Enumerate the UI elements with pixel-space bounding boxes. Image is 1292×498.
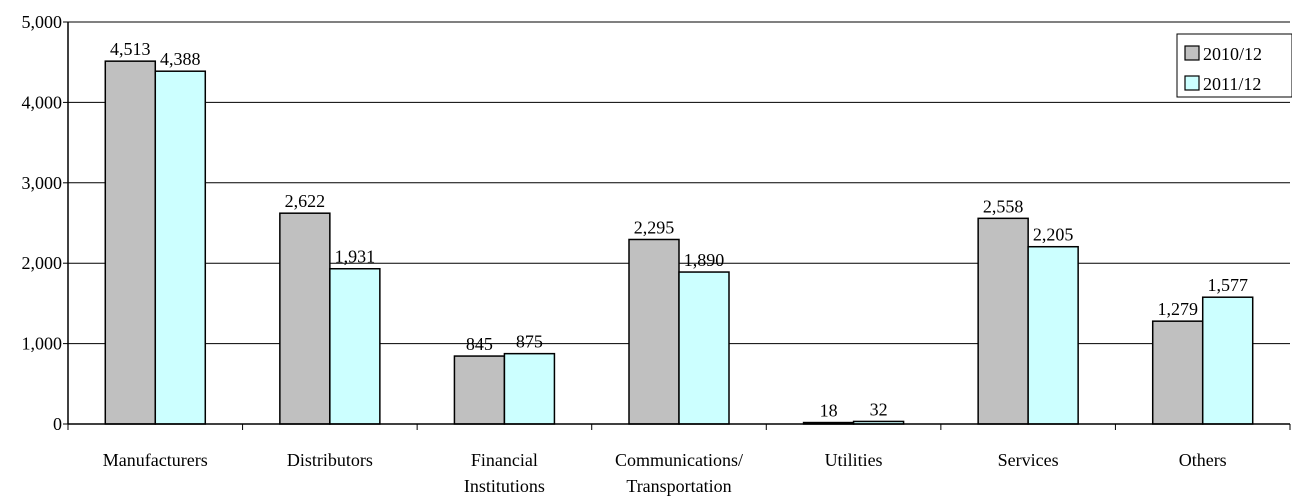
bar-2011-12-3 (678, 271, 730, 425)
data-label-0-6: 1,279 (1157, 299, 1198, 319)
category-label-6: Others (1179, 450, 1227, 470)
data-label-1-5: 2,205 (1033, 225, 1074, 245)
bar-2010-12-5 (977, 217, 1029, 425)
category-label-4: Utilities (825, 450, 883, 470)
data-labels: 4,513 4,388 2,622 1,931 845 875 2,295 1,890 18 32… (110, 39, 1248, 420)
legend-swatch-2010-12 (1184, 45, 1200, 61)
data-label-1-0: 4,388 (160, 49, 201, 69)
y-tick-label-1: 1,000 (22, 334, 63, 354)
bar-2010-12-2 (453, 355, 506, 425)
data-label-1-1: 1,931 (335, 247, 376, 267)
bar-2011-12-6 (1201, 296, 1254, 425)
data-label-0-0: 4,513 (110, 39, 151, 59)
bar-2010-12-0 (104, 60, 157, 425)
category-label-1: Distributors (287, 450, 373, 470)
axes: 0 1,000 2,000 3,000 4,000 5,000 Manufacturers D… (22, 12, 1291, 496)
data-label-0-2: 845 (466, 334, 493, 354)
data-label-0-3: 2,295 (634, 217, 675, 237)
bar-2011-12-5 (1027, 245, 1079, 425)
gridlines (68, 21, 1290, 345)
legend: 2010/12 2011/12 (1176, 33, 1292, 98)
category-label-2-line-1: Institutions (464, 476, 545, 496)
y-tick-label-5: 5,000 (22, 12, 63, 32)
data-label-1-2: 875 (516, 332, 543, 352)
bar-2011-12-0 (154, 70, 207, 425)
category-label-0: Manufacturers (103, 450, 208, 470)
bar-2010-12-1 (279, 212, 331, 425)
category-label-2-line-0: Financial (471, 450, 538, 470)
data-label-1-4: 32 (870, 399, 888, 419)
y-tick-label-2: 2,000 (22, 253, 63, 273)
data-label-0-4: 18 (820, 401, 838, 421)
bars (104, 60, 1254, 425)
bar-2011-12-2 (503, 352, 556, 425)
data-label-0-1: 2,622 (285, 191, 326, 211)
data-label-1-3: 1,890 (684, 250, 725, 270)
category-label-5: Services (998, 450, 1059, 470)
y-tick-label-3: 3,000 (22, 173, 63, 193)
category-label-3-line-1: Transportation (626, 476, 731, 496)
data-label-1-6: 1,577 (1207, 275, 1248, 295)
bar-2010-12-6 (1151, 320, 1204, 425)
data-label-0-5: 2,558 (983, 196, 1024, 216)
y-tick-label-4: 4,000 (22, 92, 63, 112)
bar-2010-12-3 (628, 238, 680, 425)
legend-swatch-2011-12 (1184, 75, 1200, 91)
y-tick-label-0: 0 (53, 414, 62, 434)
legend-label-2010-12: 2010/12 (1203, 44, 1262, 64)
legend-label-2011-12: 2011/12 (1203, 74, 1261, 94)
bar-2011-12-1 (329, 267, 381, 425)
category-label-3-line-0: Communications/ (615, 450, 743, 470)
